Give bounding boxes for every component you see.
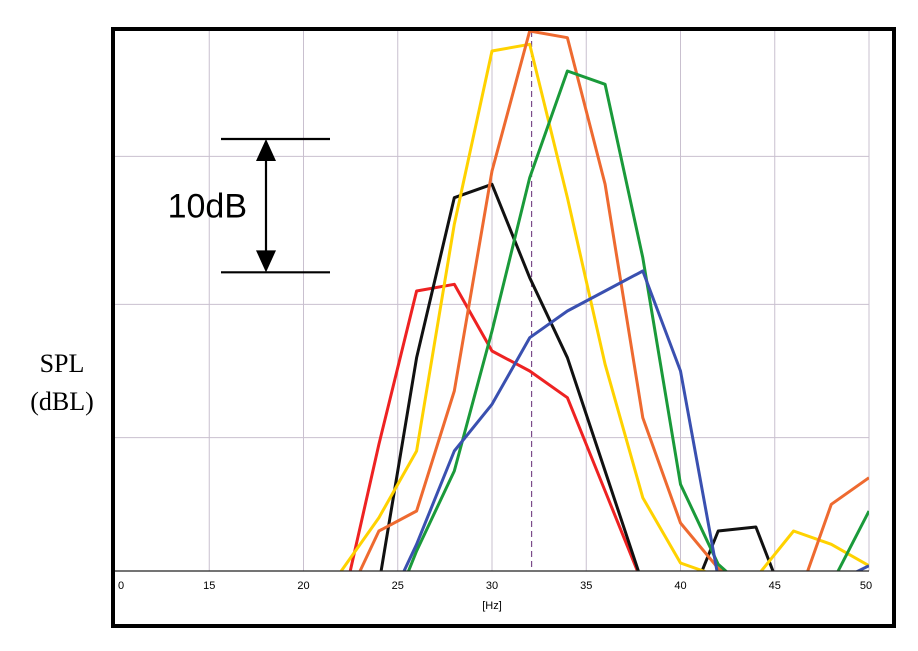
- x-tick-label: 35: [580, 580, 592, 592]
- x-tick-label: 15: [203, 580, 215, 592]
- x-tick-label: 50: [860, 580, 872, 592]
- series-line-2: [379, 182, 775, 571]
- x-tick-label: 30: [486, 580, 498, 592]
- scale-bar: 10dB: [168, 137, 330, 274]
- arrow-down-icon: [256, 250, 276, 273]
- x-tick-label: 45: [769, 580, 781, 592]
- x-tick-label: 25: [392, 580, 404, 592]
- x-tick-label: 0: [118, 580, 124, 592]
- x-tick-label: 40: [674, 580, 686, 592]
- x-axis-unit: [Hz]: [482, 600, 502, 612]
- y-axis-label-line2: (dBL): [30, 387, 94, 416]
- series-line-1: [348, 282, 640, 571]
- x-tick-labels: 0 15 20 25 30 35 40 45 50: [118, 580, 872, 592]
- series-group: [339, 31, 869, 571]
- x-tick-label: 20: [297, 580, 309, 592]
- chart-frame: [111, 27, 896, 628]
- series-line-4: [358, 31, 869, 571]
- scale-bar-label: 10dB: [168, 188, 247, 226]
- series-line-3: [339, 42, 869, 571]
- series-line-6: [402, 269, 869, 571]
- series-line-5: [406, 69, 869, 571]
- y-axis-label-line1: SPL: [40, 349, 85, 378]
- arrow-up-icon: [256, 139, 276, 161]
